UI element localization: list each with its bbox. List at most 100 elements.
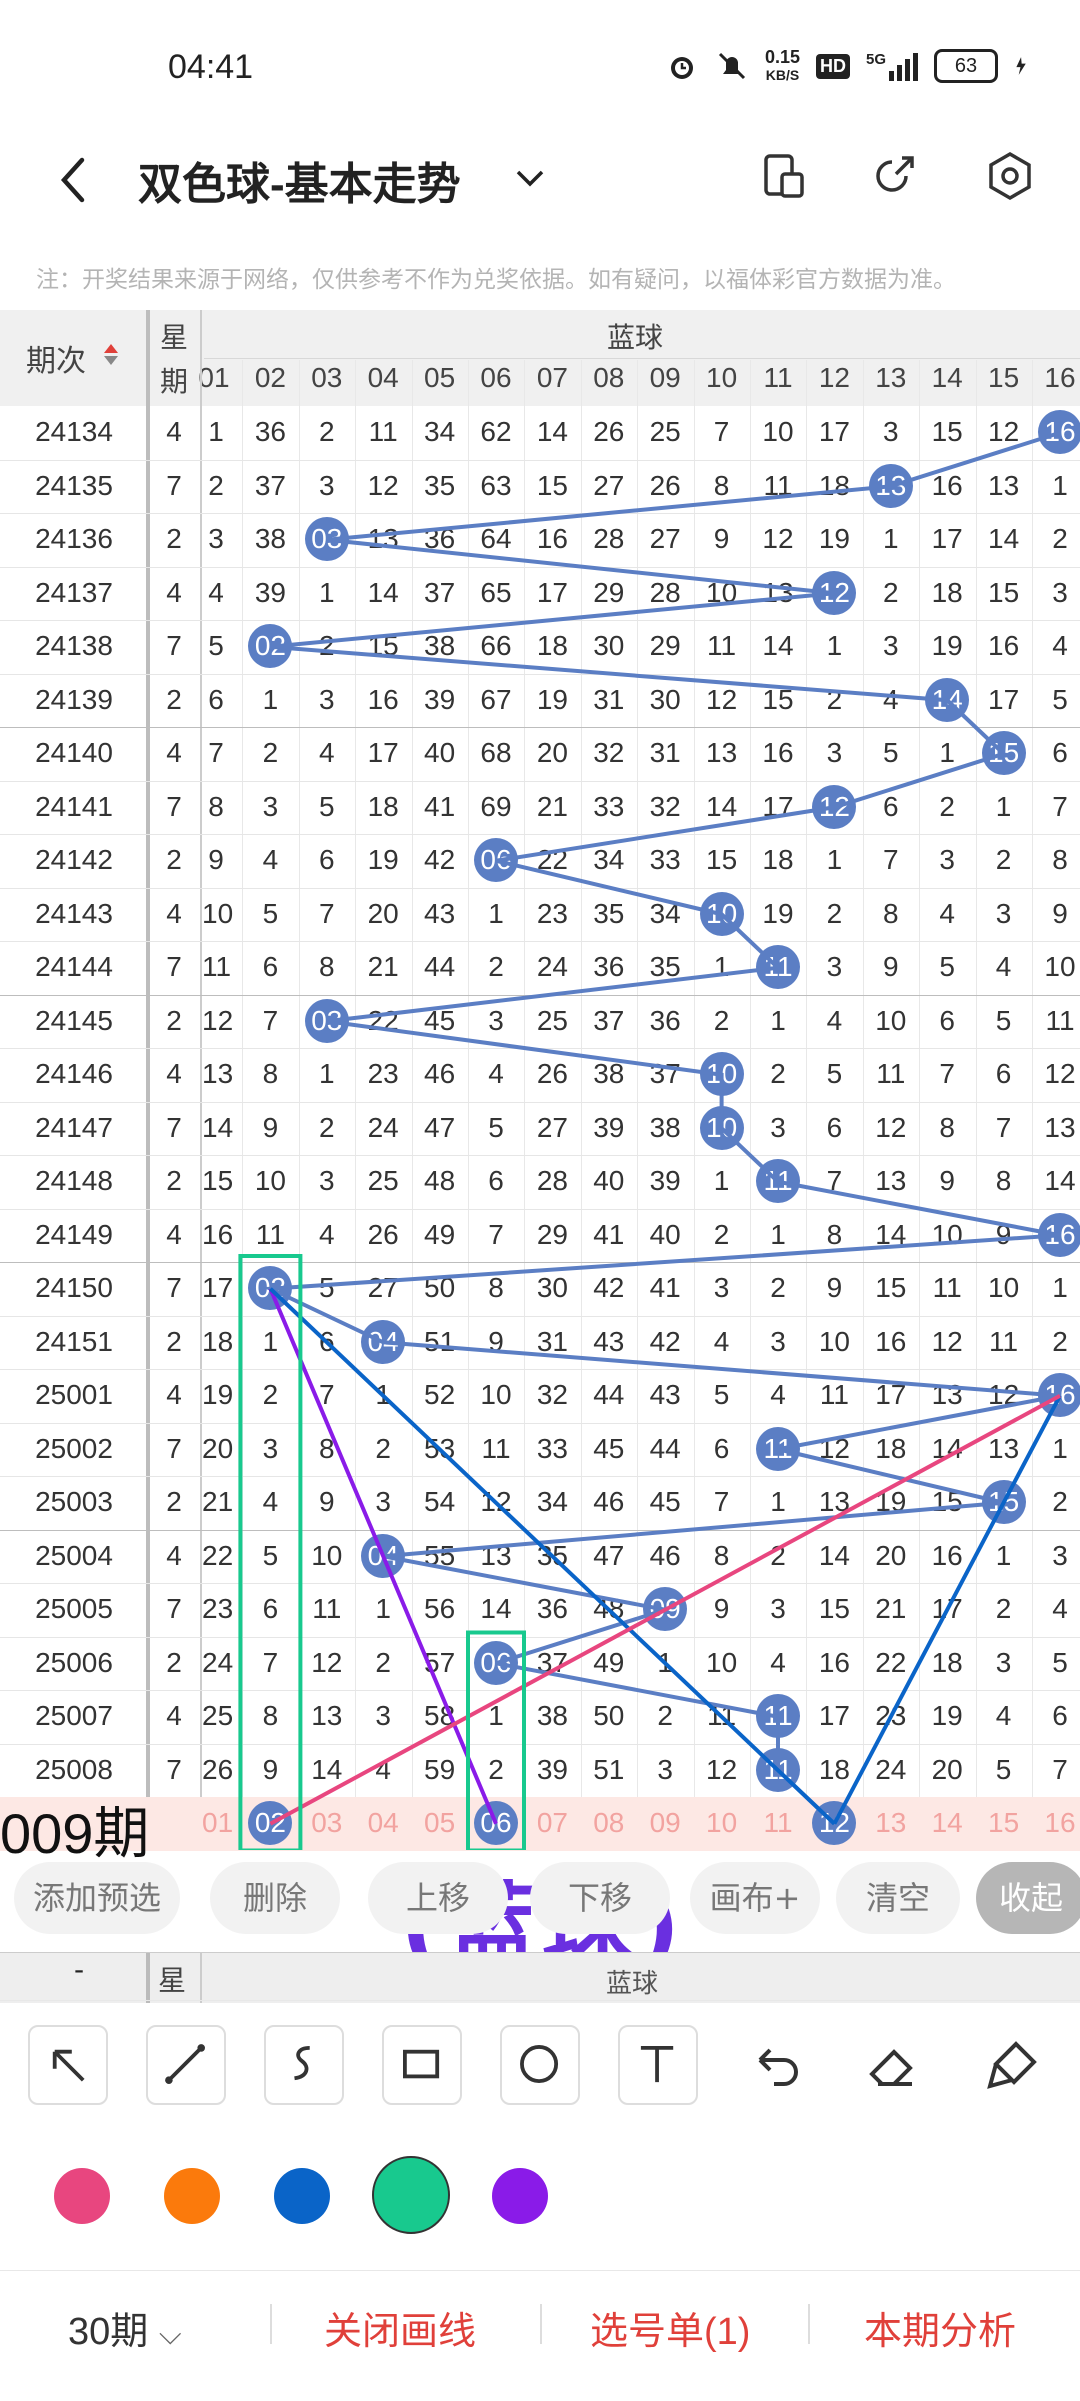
row-line	[0, 1208, 1080, 1210]
status-icons: 0.15 KB/S HD 5G 63	[665, 48, 1034, 84]
value-cell: 15	[367, 630, 399, 661]
current-ball[interactable]: 11	[763, 1807, 793, 1838]
select-arrow-tool[interactable]	[28, 2025, 108, 2105]
circle-tool[interactable]	[500, 2025, 580, 2105]
value-cell: 8	[995, 1165, 1012, 1196]
row-line	[0, 1422, 1080, 1424]
current-ball[interactable]: 07	[536, 1807, 568, 1838]
period-cell: 24137	[35, 576, 113, 608]
move-up-button[interactable]: 上移	[368, 1862, 508, 1934]
value-cell: 1	[995, 790, 1012, 822]
week-cell: 2	[166, 1486, 182, 1517]
value-cell: 41	[424, 790, 456, 822]
value-cell: 11	[876, 1058, 906, 1089]
value-cell: 3	[319, 1165, 335, 1196]
value-cell: 17	[367, 737, 399, 768]
value-cell: 35	[649, 951, 681, 982]
value-cell: 43	[424, 897, 456, 929]
page-title[interactable]: 双色球-基本走势	[138, 160, 461, 209]
value-cell: 29	[649, 630, 681, 661]
chevron-down-icon[interactable]	[510, 158, 550, 198]
value-cell: 3	[939, 844, 955, 875]
value-cell: 16	[536, 523, 568, 554]
value-cell: 13	[367, 523, 399, 554]
value-cell: 31	[536, 1325, 568, 1357]
settings-icon[interactable]	[982, 148, 1038, 204]
value-cell: 17	[762, 790, 794, 822]
value-cell: 5	[208, 630, 224, 661]
move-down-button[interactable]: 下移	[530, 1862, 670, 1934]
share-icon[interactable]	[866, 148, 922, 204]
current-ball[interactable]: 08	[593, 1807, 625, 1838]
value-cell: 25	[367, 1165, 399, 1196]
value-cell: 9	[939, 1165, 955, 1196]
value-cell: 7	[488, 1218, 504, 1250]
current-ball[interactable]: 04	[367, 1807, 399, 1838]
value-cell: 5	[319, 1272, 335, 1303]
current-ball[interactable]: 09	[649, 1807, 681, 1838]
value-cell: 14	[931, 1432, 963, 1464]
week-cell: 7	[166, 1272, 182, 1303]
value-cell: 5	[488, 1111, 504, 1143]
close-drawing-button[interactable]: 关闭画线	[324, 2311, 477, 2353]
signal-icon: 5G	[866, 51, 918, 81]
undo-icon[interactable]	[740, 2030, 812, 2102]
period-cell: 24139	[35, 683, 113, 715]
color-blue[interactable]	[274, 2168, 330, 2224]
line-tool[interactable]	[146, 2025, 226, 2105]
value-cell: 19	[762, 897, 794, 929]
blue-ball-hit: 15	[981, 1480, 1026, 1524]
color-orange[interactable]	[164, 2168, 220, 2224]
value-cell: 9	[262, 1753, 279, 1785]
eraser-icon[interactable]	[858, 2030, 930, 2102]
value-cell: 12	[988, 416, 1020, 447]
color-purple[interactable]	[492, 2168, 548, 2224]
color-green-selected[interactable]	[372, 2156, 450, 2234]
value-cell: 2	[208, 469, 224, 501]
current-ball[interactable]: 10	[706, 1807, 738, 1838]
canvas-add-button[interactable]: 画布+	[690, 1862, 820, 1934]
text-tool[interactable]	[618, 2025, 698, 2105]
current-ball[interactable]: 15	[988, 1807, 1020, 1838]
back-arrow-icon[interactable]	[44, 150, 104, 210]
period-column-header[interactable]: 期次	[26, 345, 86, 378]
pick-list-button[interactable]: 选号单(1)	[590, 2311, 751, 2353]
add-preselect-button[interactable]: 添加预选	[14, 1862, 180, 1934]
current-ball-selected[interactable]: 06	[474, 1801, 518, 1845]
value-cell: 11	[202, 951, 232, 982]
current-period-label: 009期	[0, 1802, 150, 1865]
color-pink[interactable]	[54, 2168, 110, 2224]
value-cell: 2	[713, 1218, 730, 1250]
week-cell: 4	[166, 897, 182, 929]
device-icon[interactable]	[756, 148, 812, 204]
value-cell: 27	[536, 1111, 568, 1143]
period-select[interactable]: 30期 ⌵	[68, 2311, 182, 2353]
value-cell: 36	[649, 1004, 681, 1036]
value-cell: 46	[424, 1058, 456, 1089]
value-cell: 15	[875, 1272, 907, 1303]
current-ball[interactable]: 05	[424, 1807, 456, 1838]
freehand-tool[interactable]	[264, 2025, 344, 2105]
value-cell: 43	[649, 1379, 681, 1410]
current-ball[interactable]: 16	[1044, 1807, 1076, 1838]
current-ball[interactable]: 14	[931, 1807, 963, 1838]
value-cell: 67	[480, 683, 512, 715]
value-cell: 2	[1052, 1325, 1068, 1357]
current-ball[interactable]: 03	[311, 1807, 343, 1838]
delete-button[interactable]: 删除	[210, 1862, 340, 1934]
value-cell: 14	[762, 630, 794, 661]
collapse-button[interactable]: 收起	[976, 1862, 1080, 1934]
clear-brush-icon[interactable]	[976, 2030, 1048, 2102]
value-cell: 12	[367, 469, 399, 501]
clear-button[interactable]: 清空	[836, 1862, 960, 1934]
period-analysis-button[interactable]: 本期分析	[864, 2311, 1017, 2353]
blue-ball-hit: 11	[756, 1159, 800, 1203]
value-cell: 6	[1052, 737, 1068, 768]
value-cell: 5	[262, 1539, 279, 1571]
value-cell: 8	[319, 951, 335, 982]
value-cell: 3	[1052, 576, 1068, 608]
value-cell: 18	[931, 1646, 963, 1678]
current-ball[interactable]: 13	[875, 1807, 907, 1838]
current-ball[interactable]: 01	[202, 1807, 234, 1838]
rectangle-tool[interactable]	[382, 2025, 462, 2105]
